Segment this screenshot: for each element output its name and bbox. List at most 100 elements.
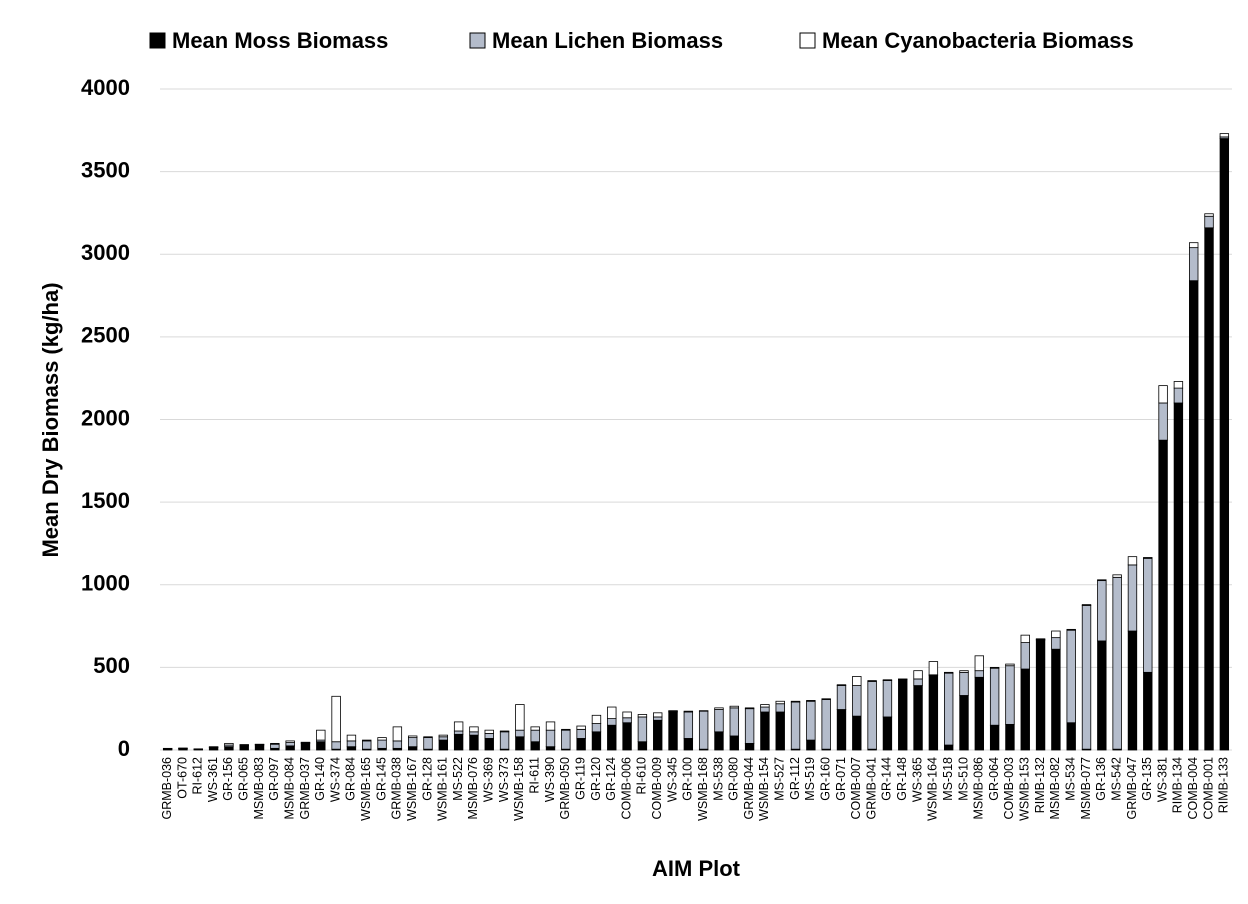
bar-segment <box>1005 665 1015 725</box>
x-tick-label: GR-124 <box>604 757 618 801</box>
x-tick-label: WS-345 <box>665 757 679 802</box>
bar-segment <box>224 742 234 746</box>
bar-segment <box>1127 556 1138 566</box>
bar-segment <box>484 733 494 739</box>
bar-segment <box>1143 671 1153 751</box>
bar-segment <box>1204 215 1214 229</box>
bar-segment <box>407 746 418 751</box>
bar-segment <box>974 655 985 672</box>
bar-segment <box>637 716 648 743</box>
x-tick-label: MS-538 <box>711 757 725 801</box>
x-tick-label: MS-522 <box>451 757 465 801</box>
bar-segment <box>1158 385 1168 404</box>
bar-segment <box>989 667 1000 726</box>
bar-segment <box>698 710 709 750</box>
y-tick-label: 2000 <box>81 405 130 430</box>
bar-segment <box>744 707 755 710</box>
bar-segment <box>622 717 632 724</box>
x-tick-label: GR-120 <box>589 757 603 801</box>
bar-segment <box>760 704 770 708</box>
bar-segment <box>1051 630 1061 639</box>
x-tick-label: GR-097 <box>267 757 281 801</box>
bar-segment <box>714 707 724 710</box>
bar-segment <box>331 741 341 750</box>
bar-segment <box>821 699 831 750</box>
bar-segment <box>407 735 418 739</box>
bar-segment <box>943 744 954 751</box>
x-axis-title: AIM Plot <box>652 856 741 881</box>
bar-segment <box>1081 605 1092 750</box>
bar-segment <box>928 661 939 676</box>
bar-segment <box>530 729 540 743</box>
bar-segment <box>285 745 295 751</box>
x-tick-label: MSMB-084 <box>282 757 296 820</box>
bar-segment <box>974 670 985 678</box>
bar-segment <box>1081 604 1092 606</box>
x-tick-label: WSMB-167 <box>405 757 419 821</box>
y-tick-label: 3000 <box>81 240 130 265</box>
y-tick-label: 1000 <box>81 571 130 596</box>
bar-segment <box>530 726 540 731</box>
bar-segment <box>1219 138 1230 751</box>
x-tick-label: OT-670 <box>175 757 189 799</box>
x-tick-label: GR-135 <box>1140 757 1154 801</box>
bar-segment <box>622 711 632 719</box>
bar-segment <box>637 714 648 718</box>
x-tick-label: WS-390 <box>543 757 557 802</box>
bar-segment <box>331 695 341 743</box>
x-tick-label: GR-148 <box>895 757 909 801</box>
x-tick-label: GR-128 <box>420 757 434 801</box>
bar-segment <box>1173 381 1184 389</box>
bar-segment <box>1112 574 1122 578</box>
legend-label: Mean Moss Biomass <box>172 28 388 53</box>
bar-segment <box>836 684 847 686</box>
bar-segment <box>913 670 923 680</box>
bar-segment <box>362 739 372 742</box>
bar-segment <box>1035 639 1046 751</box>
bar-segment <box>806 700 816 741</box>
bar-segment <box>714 731 724 751</box>
x-tick-label: WSMB-165 <box>359 757 373 821</box>
bar-segment <box>1020 642 1030 670</box>
x-tick-label: MS-542 <box>1109 757 1123 801</box>
bar-segment <box>790 701 801 750</box>
bar-segment <box>683 710 694 713</box>
bar-segment <box>943 672 954 746</box>
bar-segment <box>775 700 785 705</box>
bar-segment <box>989 666 1000 669</box>
y-axis-title: Mean Dry Biomass (kg/ha) <box>38 282 63 557</box>
bar-segment <box>1204 213 1214 217</box>
x-tick-label: WS-369 <box>482 757 496 802</box>
bar-segment <box>867 681 877 750</box>
bar-segment <box>852 676 862 686</box>
bar-segment <box>423 737 433 750</box>
x-tick-label: GR-160 <box>818 757 832 801</box>
bar-segment <box>530 741 540 751</box>
bar-segment <box>1051 648 1061 751</box>
x-tick-label: GR-140 <box>313 757 327 801</box>
bar-segment <box>484 729 494 734</box>
y-tick-label: 0 <box>118 736 130 761</box>
bar-segment <box>683 711 694 739</box>
bar-segment <box>1005 723 1015 751</box>
bar-segment <box>913 678 923 686</box>
x-tick-label: GR-084 <box>344 757 358 801</box>
x-tick-label: WS-373 <box>497 757 511 802</box>
x-tick-label: GR-136 <box>1094 757 1108 801</box>
y-tick-label: 1500 <box>81 488 130 513</box>
x-tick-label: GR-071 <box>834 757 848 801</box>
bar-segment <box>1173 402 1184 751</box>
bar-segment <box>407 737 418 748</box>
bar-segment <box>545 721 556 731</box>
bar-segment <box>1219 133 1230 138</box>
bar-segment <box>484 738 494 751</box>
bar-segment <box>959 670 969 673</box>
x-tick-label: RIMB-132 <box>1033 757 1047 813</box>
y-tick-label: 500 <box>93 653 130 678</box>
bar-segment <box>653 716 663 721</box>
x-tick-label: GR-156 <box>221 757 235 801</box>
x-tick-label: RI-610 <box>635 757 649 795</box>
bar-segment <box>591 714 602 724</box>
x-tick-label: COMB-007 <box>849 757 863 820</box>
x-tick-label: RI-612 <box>191 757 205 795</box>
